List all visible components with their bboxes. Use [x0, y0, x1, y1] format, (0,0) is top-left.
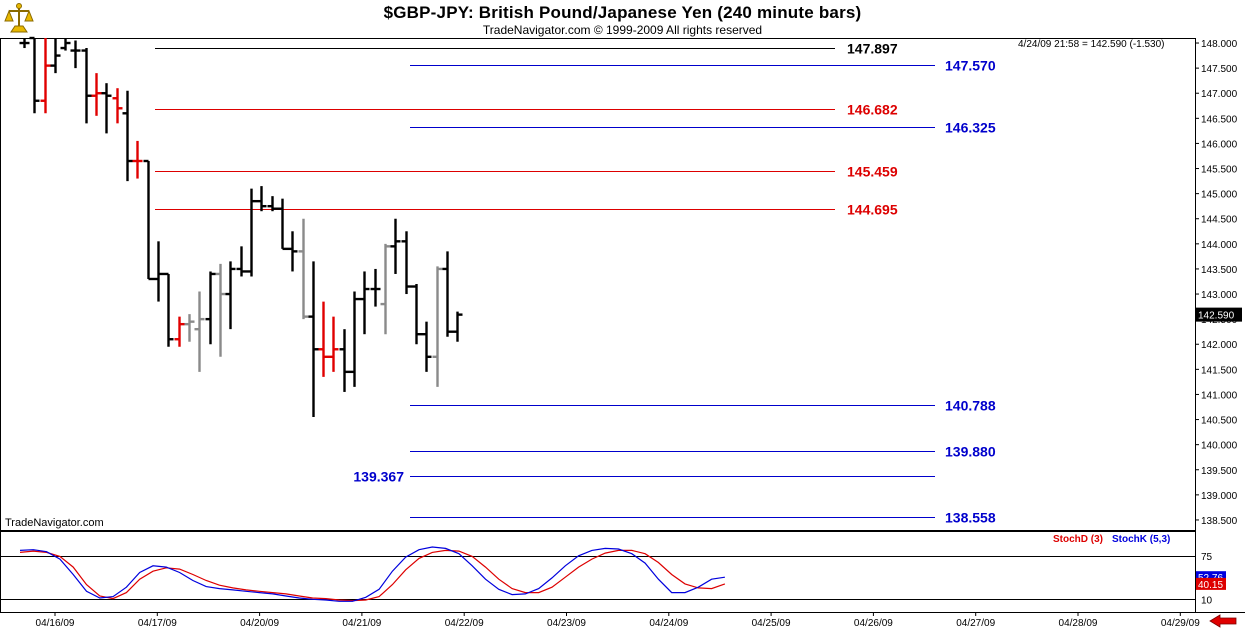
- stoch-d-tag-label: 40.15: [1198, 580, 1223, 591]
- watermark: TradeNavigator.com: [5, 517, 104, 529]
- date-axis-label: 04/28/09: [1059, 618, 1098, 629]
- price-axis-label: 146.500: [1201, 114, 1238, 125]
- price-axis-label: 143.500: [1201, 265, 1238, 276]
- price-axis-label: 139.500: [1201, 466, 1238, 477]
- last-price-tag: [1196, 307, 1242, 322]
- price-axis-label: 141.500: [1201, 365, 1238, 376]
- scroll-left-arrow-icon[interactable]: [1208, 614, 1238, 628]
- stoch-k-tag-label: 52.76: [1198, 573, 1223, 584]
- price-axis-label: 139.000: [1201, 491, 1238, 502]
- last-price-tag-label: 142.590: [1198, 311, 1235, 322]
- chart-copyright: TradeNavigator.com © 1999-2009 All right…: [482, 23, 763, 37]
- stoch-d-line: [19, 549, 726, 602]
- date-axis-label: 04/29/09: [1161, 618, 1200, 629]
- level-label: 146.325: [945, 120, 996, 136]
- level-label: 140.788: [945, 398, 996, 414]
- level-label: 139.367: [353, 469, 404, 485]
- price-axis-label: 143.000: [1201, 290, 1238, 301]
- price-axis-label: 142.500: [1201, 315, 1238, 326]
- stoch-k-legend: StochK (5,3): [1112, 534, 1170, 545]
- price-axis-label: 141.000: [1201, 390, 1238, 401]
- stoch-axis-label: 10: [1201, 595, 1213, 606]
- last-price-info: 4/24/09 21:58 = 142.590 (-1.530): [1018, 39, 1165, 50]
- stoch-d-tag: [1196, 577, 1226, 590]
- date-axis-label: 04/20/09: [240, 618, 279, 629]
- price-axis-label: 144.000: [1201, 240, 1238, 251]
- level-label: 145.459: [847, 164, 898, 180]
- level-label: 146.682: [847, 102, 898, 118]
- date-axis-label: 04/23/09: [547, 618, 586, 629]
- price-axis-label: 145.000: [1201, 190, 1238, 201]
- date-axis-label: 04/27/09: [956, 618, 995, 629]
- level-label: 147.570: [945, 58, 996, 74]
- stoch-d-legend: StochD (3): [1053, 534, 1103, 545]
- price-axis-label: 142.000: [1201, 340, 1238, 351]
- stoch-axis-label: 75: [1201, 552, 1213, 563]
- price-panel-frame: [0, 38, 1196, 531]
- price-axis-label: 145.500: [1201, 165, 1238, 176]
- level-label: 139.880: [945, 444, 996, 460]
- date-axis-label: 04/26/09: [854, 618, 893, 629]
- date-axis-label: 04/17/09: [138, 618, 177, 629]
- price-axis-label: 147.000: [1201, 89, 1238, 100]
- price-axis-label: 144.500: [1201, 215, 1238, 226]
- trade-navigator-logo-icon: [4, 2, 34, 36]
- level-label: 147.897: [847, 41, 898, 57]
- price-axis-label: 147.500: [1201, 64, 1238, 75]
- level-label: 144.695: [847, 202, 898, 218]
- date-axis-label: 04/16/09: [36, 618, 75, 629]
- price-axis-label: 140.500: [1201, 416, 1238, 427]
- stoch-k-tag: [1196, 571, 1226, 584]
- price-axis-label: 148.000: [1201, 39, 1238, 50]
- stoch-panel-frame: [0, 531, 1196, 613]
- price-axis-label: 146.000: [1201, 139, 1238, 150]
- date-axis-label: 04/25/09: [752, 618, 791, 629]
- date-axis-label: 04/22/09: [445, 618, 484, 629]
- level-label: 138.558: [945, 510, 996, 526]
- chart-title: $GBP-JPY: British Pound/Japanese Yen (24…: [383, 3, 862, 22]
- price-axis-label: 140.000: [1201, 441, 1238, 452]
- date-axis-label: 04/24/09: [649, 618, 688, 629]
- date-axis-label: 04/21/09: [342, 618, 381, 629]
- price-axis-label: 138.500: [1201, 516, 1238, 527]
- stoch-k-line: [19, 546, 725, 602]
